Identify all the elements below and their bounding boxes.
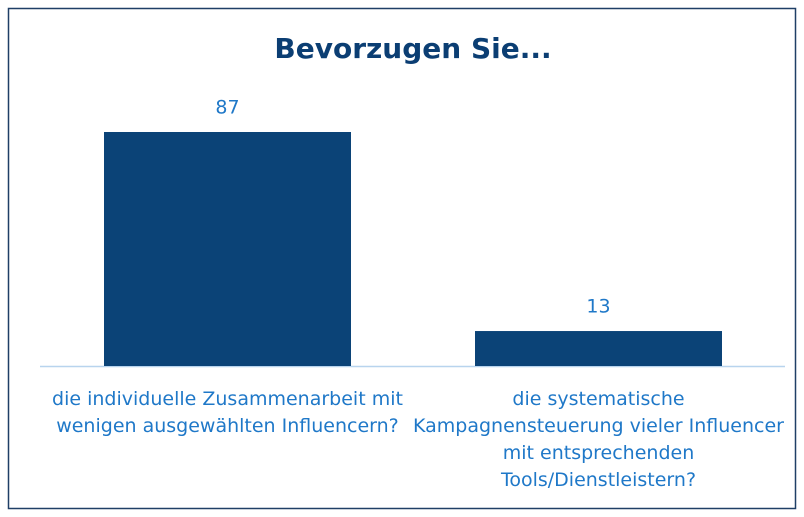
bar (475, 331, 722, 366)
value-label: 13 (586, 296, 610, 318)
category-label: die individuelle Zusammenarbeit mit weni… (52, 388, 403, 437)
bar (104, 132, 351, 366)
category-label: die systematische Kampagnensteuerung vie… (413, 388, 784, 491)
chart-title: Bevorzugen Sie... (274, 32, 551, 65)
chart-border (7, 7, 797, 510)
value-label: 87 (215, 97, 239, 119)
